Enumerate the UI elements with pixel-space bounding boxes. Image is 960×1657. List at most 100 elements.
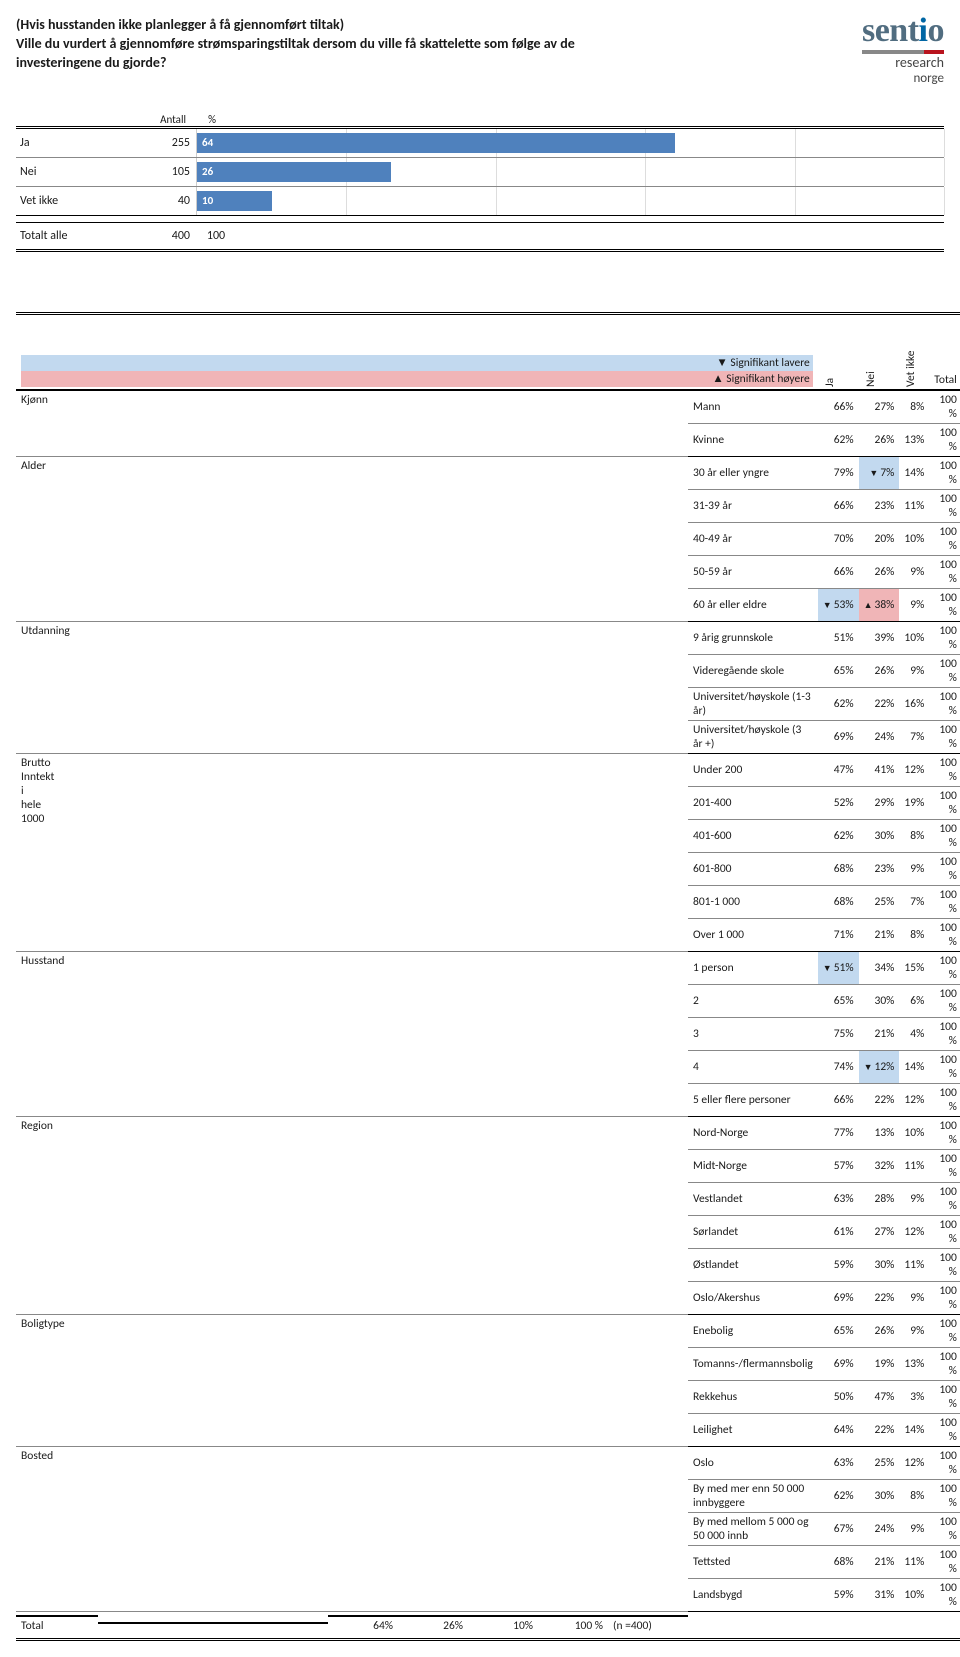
sub-label: 40-49 år xyxy=(688,522,818,555)
sub-label: Sørlandet xyxy=(688,1215,818,1248)
cell: 100 % xyxy=(929,654,960,687)
cell: 7% xyxy=(899,885,929,918)
cell: 69% xyxy=(818,720,859,753)
sub-label: Landsbygd xyxy=(688,1578,818,1611)
table-row: Utdanning9 årig grunnskole51%39%10%100 %… xyxy=(16,621,960,654)
cell: 12% xyxy=(899,1446,929,1479)
cell: 27% xyxy=(859,1215,900,1248)
cell: 29% xyxy=(859,786,900,819)
cell: 59% xyxy=(818,1248,859,1281)
cell: 41% xyxy=(859,753,900,786)
cell: 100 % xyxy=(929,456,960,489)
cell: 100 % xyxy=(929,687,960,720)
logo-brand: sentio xyxy=(862,16,944,47)
sub-label: Kvinne xyxy=(688,423,818,456)
cell: 62% xyxy=(818,687,859,720)
cell: 27% xyxy=(859,390,900,424)
sub-label: 9 årig grunnskole xyxy=(688,621,818,654)
cell: 100 % xyxy=(929,1050,960,1083)
col-ja: Ja xyxy=(823,317,837,387)
cell: 20% xyxy=(859,522,900,555)
group-label: Kjønn xyxy=(16,390,688,457)
sub-label: 601-800 xyxy=(688,852,818,885)
sub-label: 401-600 xyxy=(688,819,818,852)
summary-count: 105 xyxy=(140,165,196,179)
summary-bar-area: 26 xyxy=(196,158,944,186)
cell: 77% xyxy=(818,1116,859,1149)
cell: 51% xyxy=(818,951,859,984)
cell: 68% xyxy=(818,1545,859,1578)
cell: 26% xyxy=(398,1615,468,1635)
cell: 14% xyxy=(899,1050,929,1083)
group-label: BruttoInntektihele1000 xyxy=(16,753,688,951)
cell: 10% xyxy=(899,1116,929,1149)
group-label: Boligtype xyxy=(16,1314,688,1446)
sub-label: 801-1 000 xyxy=(688,885,818,918)
page-header: (Hvis husstanden ikke planlegger å få gj… xyxy=(16,16,944,86)
cell: 31% xyxy=(859,1578,900,1611)
cell: 100 % xyxy=(929,1149,960,1182)
sub-label: Enebolig xyxy=(688,1314,818,1347)
sub-label: Over 1 000 xyxy=(688,918,818,951)
cell: 12% xyxy=(859,1050,900,1083)
cell: 30% xyxy=(859,819,900,852)
sub-label: 1 person xyxy=(688,951,818,984)
cell: 100 % xyxy=(929,1512,960,1545)
cell: 64% xyxy=(328,1615,398,1635)
cell: 11% xyxy=(899,1248,929,1281)
cell: 26% xyxy=(859,555,900,588)
cell: 100 % xyxy=(929,1413,960,1446)
table-row: Alder30 år eller yngre79%7%14%100 %(n =2… xyxy=(16,456,960,489)
cell: 100 % xyxy=(929,1347,960,1380)
sub-label: Rekkehus xyxy=(688,1380,818,1413)
cell: 8% xyxy=(899,1479,929,1512)
logo-sub1: research xyxy=(862,54,944,71)
cell: 100 % xyxy=(929,918,960,951)
cell: 100 % xyxy=(929,885,960,918)
total-row: Total64%26%10%100 %(n =400) xyxy=(16,1612,688,1638)
cell: 100 % xyxy=(929,1083,960,1116)
cell: 9% xyxy=(899,555,929,588)
group-label: Region xyxy=(16,1116,688,1314)
cell: 52% xyxy=(818,786,859,819)
sub-label: 5 eller flere personer xyxy=(688,1083,818,1116)
cell: 21% xyxy=(859,918,900,951)
logo-bar xyxy=(862,50,944,54)
sub-label: Vestlandet xyxy=(688,1182,818,1215)
cell: 100 % xyxy=(929,489,960,522)
summary-count: 255 xyxy=(140,136,196,150)
sub-label: Universitet/høyskole (3 år +) xyxy=(688,720,818,753)
cell: 100 % xyxy=(929,1215,960,1248)
cell: 100 % xyxy=(538,1615,608,1635)
cell: (n =400) xyxy=(608,1615,688,1635)
cell: 38% xyxy=(859,588,900,621)
legend-low: ▼ Signifikant lavere xyxy=(21,355,813,371)
cell: 8% xyxy=(899,918,929,951)
summary-row: Vet ikke 40 10 xyxy=(16,187,944,215)
cell: 100 % xyxy=(929,1116,960,1149)
cell: 9% xyxy=(899,654,929,687)
summary-count: 40 xyxy=(140,194,196,208)
legend: ▼ Signifikant lavere ▲ Signifikant høyer… xyxy=(16,313,818,390)
logo: sentio research norge xyxy=(862,16,944,86)
cell: 4% xyxy=(899,1017,929,1050)
col-nei: Nei xyxy=(864,317,878,387)
table-row: BostedOslo63%25%12%100 %(n =57) xyxy=(16,1446,960,1479)
summary-row: Ja 255 64 xyxy=(16,129,944,158)
cell: 63% xyxy=(818,1182,859,1215)
cell: 100 % xyxy=(929,1281,960,1314)
cell: 9% xyxy=(899,1281,929,1314)
cell: 100 % xyxy=(929,1248,960,1281)
cell: 100 % xyxy=(929,555,960,588)
sub-label: Leilighet xyxy=(688,1413,818,1446)
cell: 50% xyxy=(818,1380,859,1413)
table-row: BruttoInntektihele1000Under 20047%41%12%… xyxy=(16,753,960,786)
sub-label: 50-59 år xyxy=(688,555,818,588)
cell: 11% xyxy=(899,489,929,522)
cell: 10% xyxy=(468,1615,538,1635)
total-count: 400 xyxy=(140,229,196,243)
sub-label: Oslo/Akershus xyxy=(688,1281,818,1314)
cell: 23% xyxy=(859,489,900,522)
cell: 66% xyxy=(818,1083,859,1116)
sub-label: By med mellom 5 000 og 50 000 innb xyxy=(688,1512,818,1545)
